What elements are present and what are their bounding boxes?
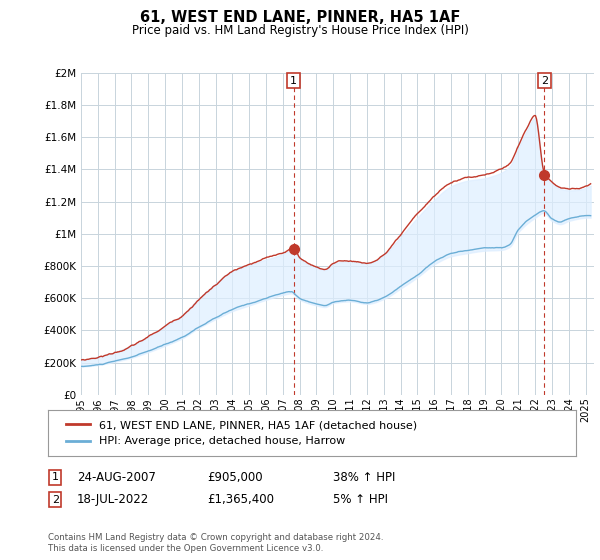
Text: Contains HM Land Registry data © Crown copyright and database right 2024.
This d: Contains HM Land Registry data © Crown c… xyxy=(48,533,383,553)
Text: 1: 1 xyxy=(52,472,59,482)
Text: 38% ↑ HPI: 38% ↑ HPI xyxy=(333,470,395,484)
Text: 5% ↑ HPI: 5% ↑ HPI xyxy=(333,493,388,506)
Legend: 61, WEST END LANE, PINNER, HA5 1AF (detached house), HPI: Average price, detache: 61, WEST END LANE, PINNER, HA5 1AF (deta… xyxy=(61,416,422,451)
Text: 61, WEST END LANE, PINNER, HA5 1AF: 61, WEST END LANE, PINNER, HA5 1AF xyxy=(140,10,460,25)
Text: 18-JUL-2022: 18-JUL-2022 xyxy=(77,493,149,506)
Text: 2: 2 xyxy=(52,494,59,505)
Text: Price paid vs. HM Land Registry's House Price Index (HPI): Price paid vs. HM Land Registry's House … xyxy=(131,24,469,37)
Text: 24-AUG-2007: 24-AUG-2007 xyxy=(77,470,155,484)
Text: £905,000: £905,000 xyxy=(207,470,263,484)
Text: £1,365,400: £1,365,400 xyxy=(207,493,274,506)
Text: 1: 1 xyxy=(290,76,297,86)
Text: 2: 2 xyxy=(541,76,548,86)
